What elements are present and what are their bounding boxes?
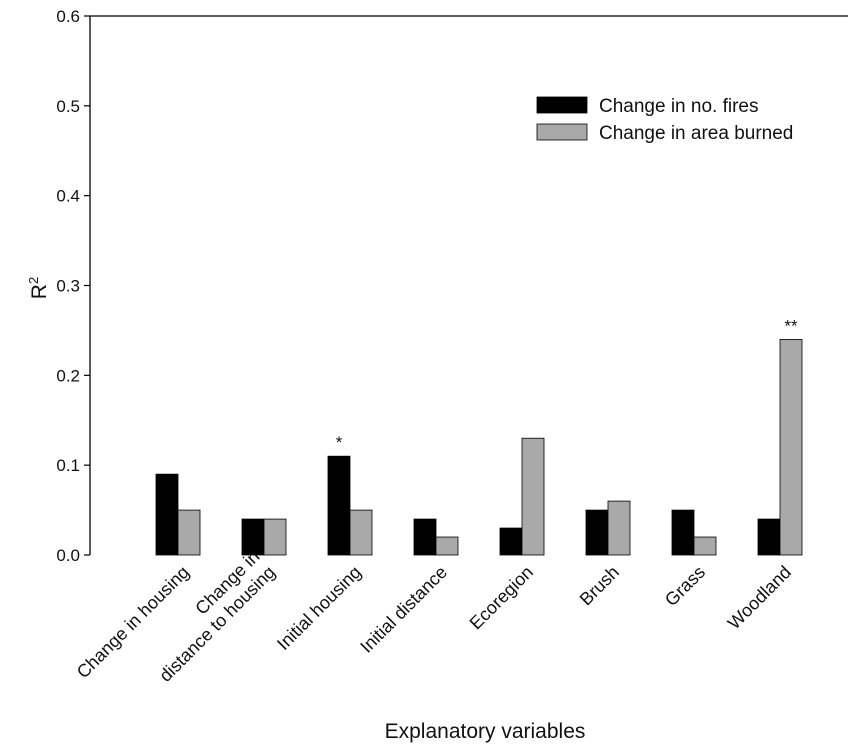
legend-swatch: [536, 123, 588, 141]
legend: Change in no. fires Change in area burned: [536, 96, 793, 144]
bar-no-fires: [413, 518, 437, 556]
x-category-label: Initial housing: [273, 562, 365, 654]
y-axis: 0.0 0.1 0.2 0.3 0.4 0.5 0.6: [56, 7, 90, 565]
significance-annotations: ***: [336, 316, 798, 452]
x-category-label: Ecoregion: [466, 562, 537, 633]
x-category-label: Grass: [661, 562, 709, 610]
bar-area-burned: [607, 500, 631, 556]
legend-label: Change in area burned: [599, 123, 793, 144]
x-category-label-line: Grass: [661, 562, 709, 610]
y-tick-label: 0.6: [56, 7, 80, 26]
y-tick-label: 0.0: [56, 546, 80, 565]
y-tick-label: 0.5: [56, 97, 80, 116]
legend-label: Change in no. fires: [599, 96, 759, 117]
x-category-label-line: Initial distance: [356, 562, 451, 657]
x-category-label: Initial distance: [356, 562, 451, 657]
bar-area-burned: [349, 509, 373, 556]
bar-no-fires: [327, 455, 351, 556]
y-axis-title-base: R: [28, 284, 51, 299]
bar-area-burned: [521, 437, 545, 556]
x-category-label-line: Brush: [576, 562, 623, 609]
x-category-label: Woodland: [724, 562, 795, 633]
significance-marker: *: [336, 433, 343, 452]
bar-no-fires: [757, 518, 781, 556]
y-tick-label: 0.3: [56, 277, 80, 296]
bar-no-fires: [155, 473, 179, 556]
bar-area-burned: [177, 509, 201, 556]
significance-marker: **: [784, 316, 798, 335]
bar-no-fires: [585, 509, 609, 556]
x-category-label-line: Ecoregion: [466, 562, 537, 633]
x-axis-title: Explanatory variables: [385, 720, 586, 743]
bars: [155, 338, 803, 556]
legend-swatch: [536, 96, 588, 114]
x-category-label: Brush: [576, 562, 623, 609]
y-tick-label: 0.2: [56, 366, 80, 385]
y-axis-title-superscript: 2: [26, 277, 41, 284]
bar-area-burned: [779, 338, 803, 556]
y-tick-label: 0.4: [56, 187, 80, 206]
bar-area-burned: [263, 518, 287, 556]
bar-area-burned: [693, 536, 717, 556]
x-category-label: Change indistance to housing: [140, 546, 279, 685]
x-category-label-line: Woodland: [724, 562, 795, 633]
y-tick-label: 0.1: [56, 456, 80, 475]
x-category-label-line: Initial housing: [273, 562, 365, 654]
bar-no-fires: [499, 527, 523, 556]
bar-no-fires: [671, 509, 695, 556]
bar-area-burned: [435, 536, 459, 556]
y-axis-title: R2: [26, 277, 51, 299]
